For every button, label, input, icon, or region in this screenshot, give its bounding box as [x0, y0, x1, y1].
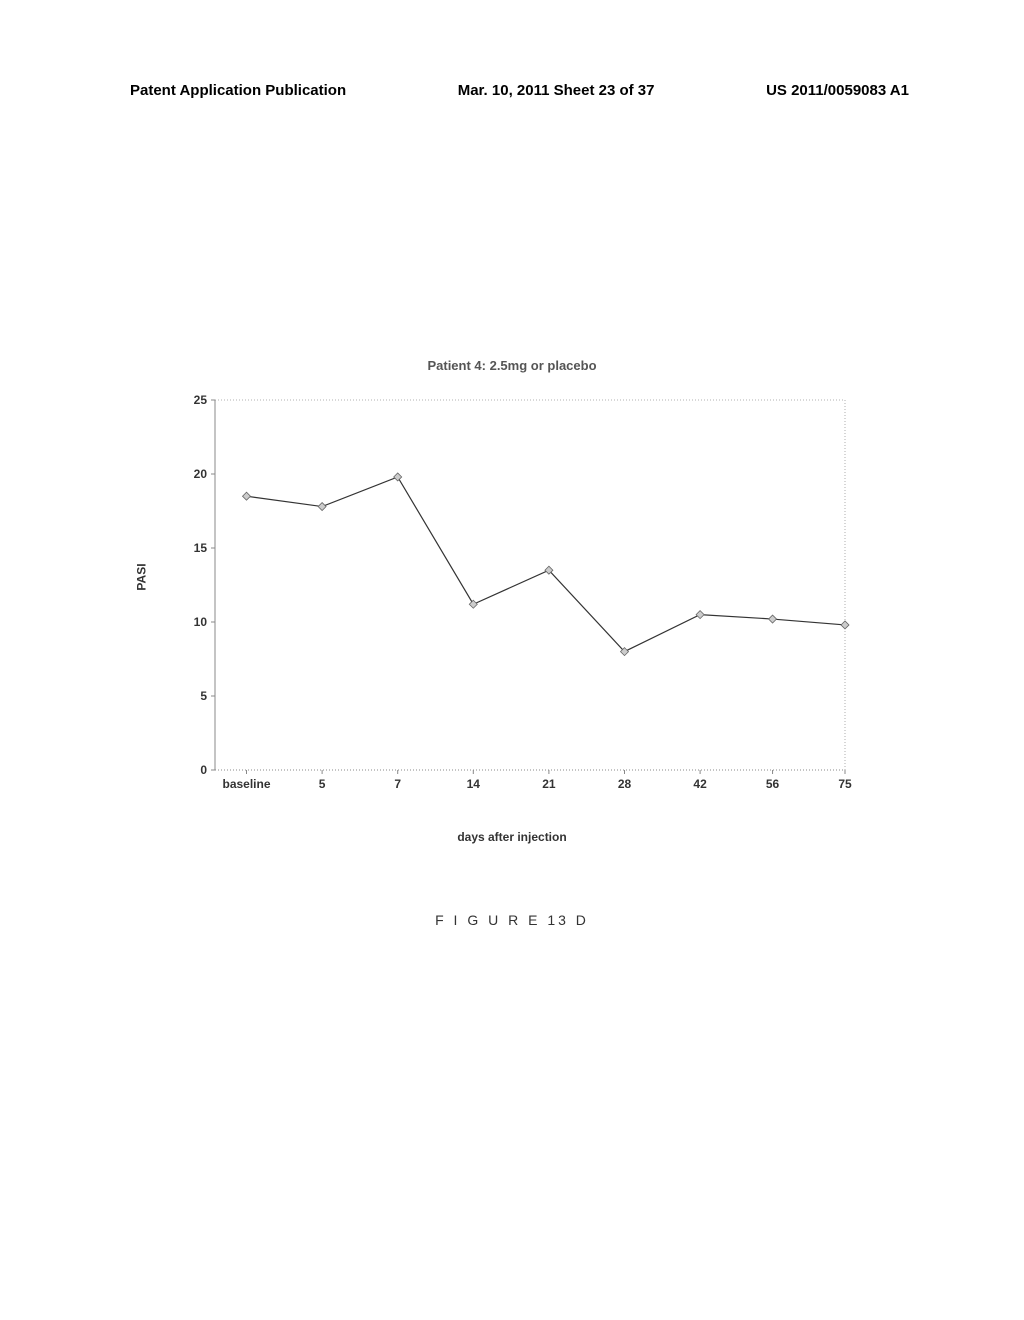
y-axis-label: PASI — [135, 563, 149, 590]
svg-text:5: 5 — [200, 689, 207, 703]
svg-text:28: 28 — [618, 777, 632, 791]
chart-container: 0 5 10 15 20 25 baseline 5 7 14 21 28 42 56 75 — [160, 390, 860, 810]
header-right: US 2011/0059083 A1 — [766, 82, 909, 99]
svg-text:15: 15 — [194, 541, 208, 555]
figure-label: F I G U R E 13 D — [0, 912, 1024, 928]
svg-text:7: 7 — [394, 777, 401, 791]
svg-text:14: 14 — [467, 777, 481, 791]
header-left: Patent Application Publication — [130, 82, 346, 99]
line-chart: 0 5 10 15 20 25 baseline 5 7 14 21 28 42 56 75 — [160, 390, 860, 810]
svg-text:25: 25 — [194, 393, 208, 407]
svg-text:10: 10 — [194, 615, 208, 629]
page-header: Patent Application Publication Mar. 10, … — [130, 82, 909, 99]
svg-text:42: 42 — [693, 777, 707, 791]
x-axis-label: days after injection — [0, 830, 1024, 844]
svg-text:21: 21 — [542, 777, 556, 791]
svg-text:75: 75 — [838, 777, 852, 791]
svg-text:56: 56 — [766, 777, 780, 791]
svg-text:baseline: baseline — [222, 777, 270, 791]
header-center: Mar. 10, 2011 Sheet 23 of 37 — [458, 82, 655, 99]
svg-text:5: 5 — [319, 777, 326, 791]
svg-text:0: 0 — [200, 763, 207, 777]
chart-title: Patient 4: 2.5mg or placebo — [0, 358, 1024, 373]
svg-text:20: 20 — [194, 467, 208, 481]
